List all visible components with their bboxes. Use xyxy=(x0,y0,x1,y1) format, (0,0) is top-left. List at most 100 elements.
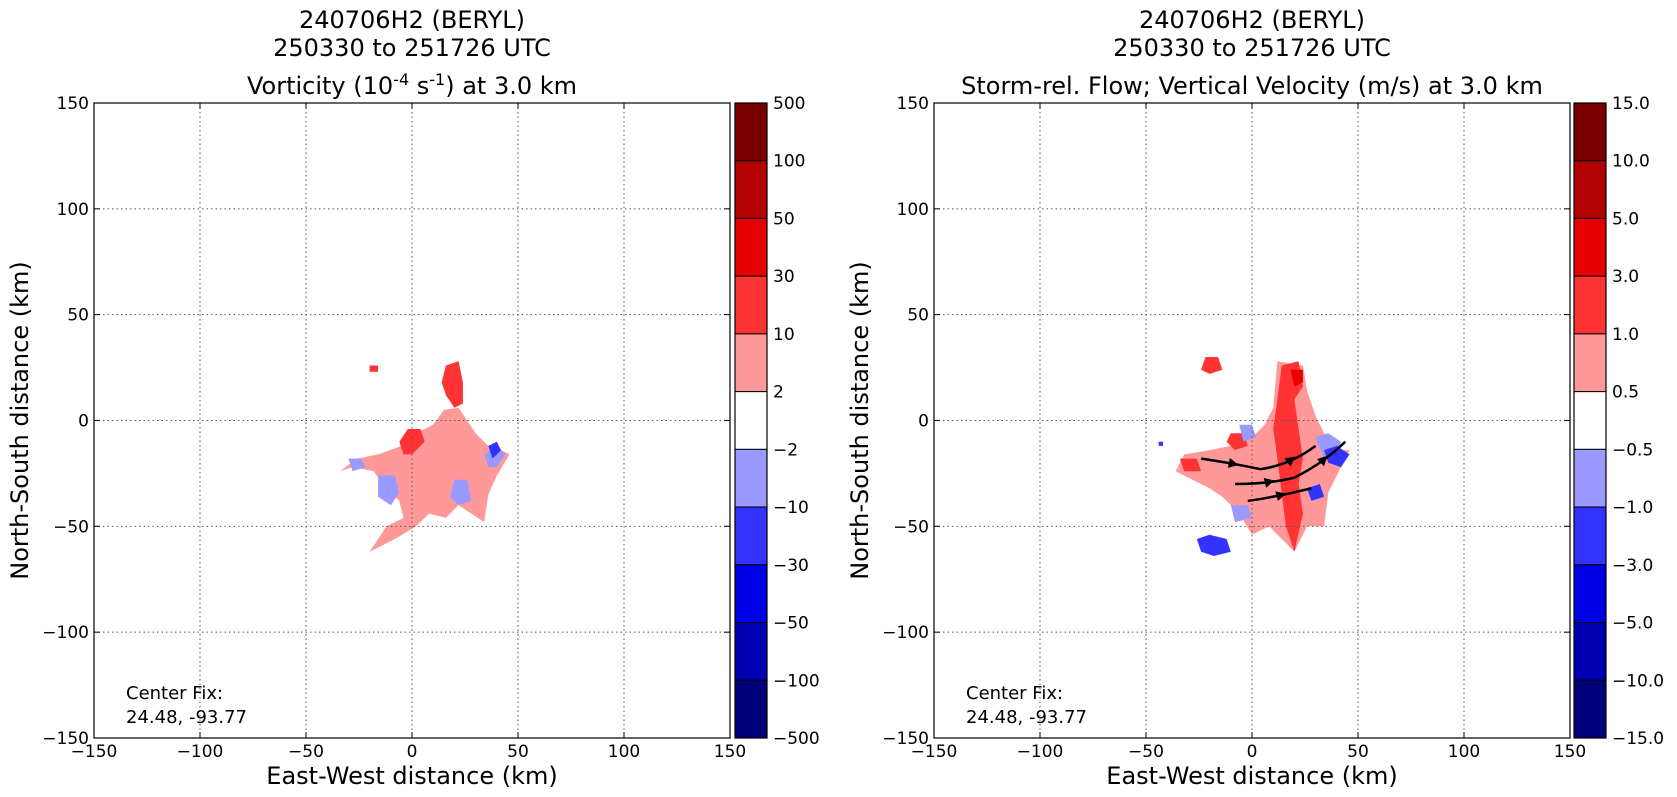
colorbar-tick-label: 5.0 xyxy=(1612,209,1639,229)
colorbar-tick-label: −2 xyxy=(773,440,798,460)
colorbar-bin xyxy=(1573,217,1607,277)
colorbar-tick-label: 10 xyxy=(773,325,795,345)
y-tick-label: 150 xyxy=(57,94,89,114)
colorbar-bin xyxy=(734,217,768,277)
colorbar-bin xyxy=(734,160,768,219)
field-region-4 xyxy=(369,365,379,372)
colorbar-bin xyxy=(734,622,768,681)
y-tick-label: 0 xyxy=(918,412,929,432)
x-tick-label: 150 xyxy=(714,742,746,762)
y-tick-label: 100 xyxy=(897,200,929,220)
field-layer xyxy=(339,361,510,552)
y-tick-label: −100 xyxy=(42,623,89,643)
colorbar-tick-label: −5.0 xyxy=(1612,614,1653,634)
x-tick-label: −50 xyxy=(288,742,324,762)
field-region-2 xyxy=(1273,361,1303,552)
colorbar-tick-label: −1.0 xyxy=(1612,498,1653,518)
chart-subtitle: Storm-rel. Flow; Vertical Velocity (m/s)… xyxy=(961,72,1543,100)
y-tick-label: 50 xyxy=(67,306,89,326)
center-fix-label: Center Fix: xyxy=(966,683,1063,704)
colorbar-tick-label: 2 xyxy=(773,383,784,403)
x-axis-label: East-West distance (km) xyxy=(1106,762,1397,790)
colorbar-bin xyxy=(1573,275,1607,335)
field-region-10 xyxy=(1196,534,1231,556)
chart-subtitle-part: s xyxy=(409,72,429,100)
colorbar-tick-label: 500 xyxy=(773,94,805,114)
field-region-5 xyxy=(1179,458,1202,472)
field-region-1 xyxy=(339,407,510,552)
x-axis-label: East-West distance (km) xyxy=(266,762,557,790)
chart-subtitle: Vorticity (10-4 s-1) at 3.0 km xyxy=(247,70,577,100)
x-tick-label: 100 xyxy=(1448,742,1480,762)
colorbar-bin xyxy=(1573,622,1607,681)
field-region-9 xyxy=(488,441,501,459)
colorbar-tick-label: 30 xyxy=(773,267,795,287)
x-tick-label: 50 xyxy=(1347,742,1369,762)
colorbar-tick-label: −10.0 xyxy=(1612,671,1664,691)
colorbar-bin xyxy=(734,333,768,393)
chart-subtitle-part: -1 xyxy=(429,70,445,89)
y-axis-label: North-South distance (km) xyxy=(846,261,874,580)
colorbar-tick-label: 10.0 xyxy=(1612,152,1650,172)
chart-title-line-1: 240706H2 (BERYL) xyxy=(299,6,525,34)
colorbar-bin xyxy=(1573,564,1607,624)
x-tick-label: 0 xyxy=(407,742,418,762)
plot-area xyxy=(934,103,1570,738)
colorbar-bin xyxy=(734,391,768,450)
field-region-9 xyxy=(1230,505,1252,523)
chart-title-line-2: 250330 to 251726 UTC xyxy=(273,34,551,62)
x-tick-label: 0 xyxy=(1247,742,1258,762)
colorbar-bin xyxy=(734,564,768,624)
plot-area xyxy=(94,103,730,738)
field-region-11 xyxy=(1158,441,1163,446)
field-region-6 xyxy=(450,479,472,506)
x-tick-label: −150 xyxy=(911,742,958,762)
x-tick-label: −50 xyxy=(1128,742,1164,762)
flow-arrowhead xyxy=(1275,491,1287,501)
x-tick-label: 100 xyxy=(608,742,640,762)
x-tick-label: 150 xyxy=(1554,742,1586,762)
colorbar-bin xyxy=(734,102,768,162)
colorbar-tick-label: −0.5 xyxy=(1612,440,1653,460)
colorbar-bin xyxy=(1573,102,1607,162)
flow-arrowhead xyxy=(1317,455,1328,467)
colorbar-bin xyxy=(1573,160,1607,219)
colorbar-bin xyxy=(1573,506,1607,566)
colorbar-tick-label: −100 xyxy=(773,671,820,691)
field-region-1 xyxy=(1175,361,1350,552)
colorbar-bin xyxy=(734,679,768,739)
colorbar-tick-label: −15.0 xyxy=(1612,729,1664,749)
chart-title-line-2: 250330 to 251726 UTC xyxy=(1113,34,1391,62)
y-tick-label: −50 xyxy=(53,517,89,537)
colorbar-bin xyxy=(1573,391,1607,450)
x-tick-label: −100 xyxy=(177,742,224,762)
colorbar-bin xyxy=(734,506,768,566)
center-fix-value: 24.48, -93.77 xyxy=(966,707,1087,728)
colorbar-bin xyxy=(1573,679,1607,739)
colorbar-tick-label: 1.0 xyxy=(1612,325,1639,345)
center-fix-label: Center Fix: xyxy=(126,683,223,704)
chart-subtitle-part: Vorticity (10 xyxy=(247,72,393,100)
colorbar-tick-label: 0.5 xyxy=(1612,383,1639,403)
chart-panel-2: −150 −100 −50 0 50 100 150 −150 −100 −50 0 50 100 150… xyxy=(846,6,1664,790)
chart-subtitle-part: Storm-rel. Flow; Vertical Velocity (m/s)… xyxy=(961,72,1543,100)
field-region-6 xyxy=(1290,369,1303,387)
field-region-8 xyxy=(348,458,366,472)
chart-subtitle-part: -4 xyxy=(393,70,409,89)
x-tick-label: 50 xyxy=(507,742,529,762)
field-region-12 xyxy=(1324,445,1350,468)
y-tick-label: −50 xyxy=(893,517,929,537)
colorbar-tick-label: 100 xyxy=(773,152,805,172)
y-axis-label: North-South distance (km) xyxy=(6,261,34,580)
chart-subtitle-part: ) at 3.0 km xyxy=(445,72,577,100)
field-region-2 xyxy=(441,361,463,408)
y-tick-label: 150 xyxy=(897,94,929,114)
colorbar-tick-label: 3.0 xyxy=(1612,267,1639,287)
center-fix-value: 24.48, -93.77 xyxy=(126,707,247,728)
colorbar-tick-label: −3.0 xyxy=(1612,556,1653,576)
y-tick-label: −100 xyxy=(882,623,929,643)
flow-arrowhead xyxy=(1227,458,1239,468)
y-tick-label: 0 xyxy=(78,412,89,432)
flow-arrowhead xyxy=(1284,456,1296,467)
